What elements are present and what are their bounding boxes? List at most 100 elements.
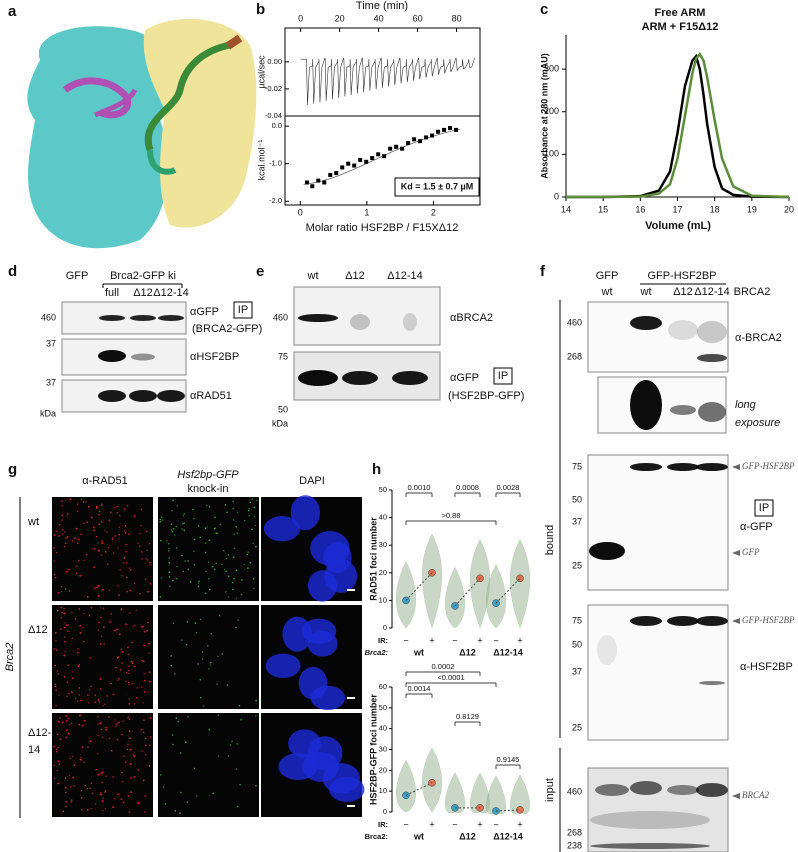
band bbox=[99, 315, 125, 321]
axis-title: Molar ratio HSF2BP / F15XΔ12 bbox=[306, 222, 459, 234]
focus bbox=[97, 549, 100, 552]
blot-label: αGFP bbox=[450, 372, 479, 384]
genotype: Δ12 bbox=[459, 831, 475, 841]
focus bbox=[122, 780, 124, 783]
focus bbox=[148, 765, 151, 767]
arrow bbox=[732, 550, 740, 556]
focus bbox=[217, 655, 219, 658]
focus bbox=[171, 530, 174, 533]
focus bbox=[94, 694, 97, 696]
focus bbox=[97, 699, 100, 701]
focus bbox=[168, 542, 170, 545]
focus bbox=[168, 547, 170, 550]
focus bbox=[99, 607, 102, 609]
group-label: input bbox=[544, 778, 556, 802]
focus bbox=[65, 715, 68, 717]
focus bbox=[236, 743, 239, 745]
focus bbox=[177, 720, 179, 723]
focus bbox=[117, 793, 120, 795]
focus bbox=[53, 764, 56, 767]
focus bbox=[183, 522, 185, 524]
focus bbox=[85, 500, 87, 503]
focus bbox=[193, 564, 196, 566]
focus bbox=[56, 609, 59, 612]
focus bbox=[183, 529, 186, 531]
blot bbox=[587, 767, 729, 852]
lane-header: GFP-HSF2BP bbox=[647, 270, 716, 282]
focus bbox=[65, 720, 68, 722]
focus bbox=[146, 549, 148, 552]
focus bbox=[99, 688, 102, 690]
p-value: 0.0008 bbox=[456, 483, 479, 492]
focus bbox=[66, 695, 68, 698]
band bbox=[630, 463, 662, 471]
itc-point bbox=[322, 180, 327, 185]
focus bbox=[159, 539, 162, 542]
focus bbox=[149, 717, 152, 719]
focus bbox=[87, 746, 89, 748]
focus bbox=[133, 703, 136, 705]
focus bbox=[237, 619, 239, 621]
focus bbox=[139, 532, 141, 535]
focus bbox=[136, 542, 139, 544]
focus bbox=[214, 527, 217, 529]
focus bbox=[116, 738, 119, 741]
focus bbox=[86, 787, 89, 790]
focus bbox=[126, 590, 128, 593]
sec-curve bbox=[566, 52, 790, 199]
focus bbox=[67, 717, 70, 720]
ir-level: + bbox=[517, 635, 522, 645]
focus bbox=[100, 772, 102, 775]
focus bbox=[108, 589, 111, 592]
band bbox=[131, 353, 155, 361]
lane-label: wt bbox=[640, 286, 652, 298]
focus bbox=[175, 547, 178, 549]
focus bbox=[70, 722, 73, 725]
violin bbox=[445, 772, 465, 814]
focus bbox=[100, 635, 103, 638]
tick-label: 20 bbox=[784, 204, 794, 214]
focus bbox=[58, 694, 60, 696]
blot-label: αGFP bbox=[190, 306, 219, 318]
focus bbox=[59, 738, 62, 741]
focus bbox=[197, 663, 199, 665]
focus bbox=[169, 585, 171, 588]
focus bbox=[181, 554, 183, 557]
legend-entry: Free ARM bbox=[655, 7, 706, 19]
focus bbox=[132, 625, 134, 628]
focus bbox=[76, 565, 78, 567]
focus bbox=[101, 588, 104, 591]
focus bbox=[116, 628, 118, 631]
focus bbox=[182, 514, 185, 517]
focus bbox=[61, 514, 64, 517]
micrograph bbox=[52, 497, 153, 601]
focus bbox=[111, 538, 114, 540]
focus bbox=[80, 756, 82, 759]
focus bbox=[79, 625, 81, 627]
marker: 460 bbox=[41, 312, 56, 322]
focus bbox=[82, 640, 85, 643]
ir-level: + bbox=[477, 819, 482, 829]
focus bbox=[79, 758, 82, 761]
focus bbox=[141, 551, 143, 553]
focus bbox=[75, 572, 78, 574]
micrograph bbox=[52, 605, 153, 709]
band bbox=[630, 380, 662, 430]
focus bbox=[235, 526, 238, 528]
focus bbox=[209, 661, 212, 664]
blot-label: αBRCA2 bbox=[450, 312, 493, 324]
focus bbox=[66, 624, 68, 626]
focus bbox=[159, 774, 162, 776]
ir-level: + bbox=[517, 819, 522, 829]
focus bbox=[79, 533, 82, 536]
focus bbox=[89, 740, 92, 742]
focus bbox=[93, 566, 95, 568]
focus bbox=[55, 748, 58, 750]
band bbox=[667, 616, 699, 626]
focus bbox=[101, 800, 104, 803]
focus bbox=[145, 744, 147, 747]
focus bbox=[143, 644, 145, 647]
focus bbox=[117, 585, 119, 587]
focus bbox=[128, 567, 131, 570]
